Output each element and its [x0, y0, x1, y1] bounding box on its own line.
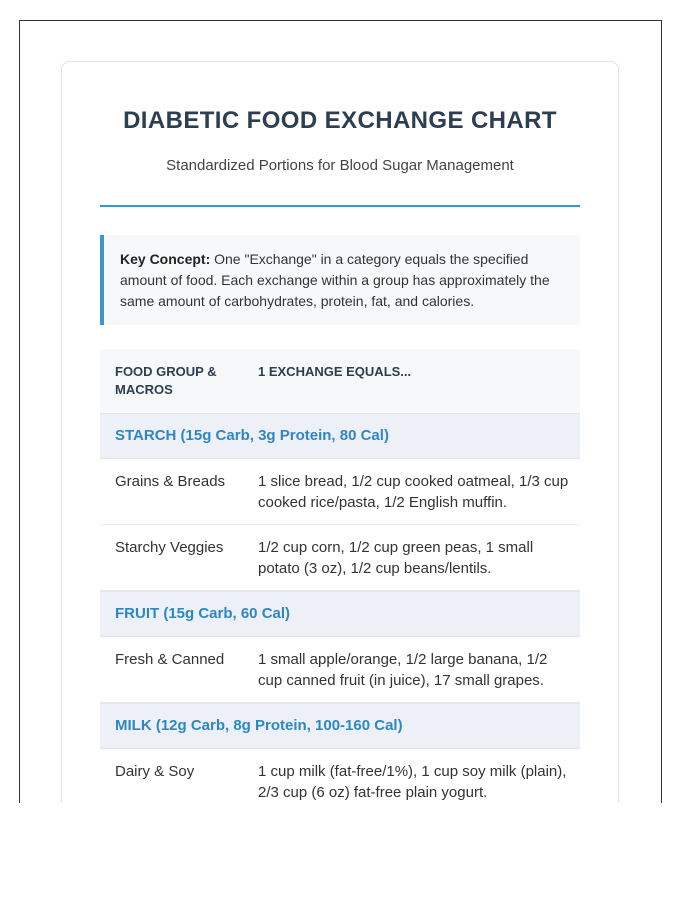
row-label: Grains & Breads: [115, 473, 226, 490]
table-header-row: FOOD GROUP & MACROS 1 EXCHANGE EQUALS...: [100, 349, 580, 413]
key-concept-label: Key Concept:: [120, 251, 211, 267]
key-concept-text: One "Exchange" in a category equals the …: [120, 251, 550, 309]
row-label: Fresh & Canned: [115, 651, 225, 668]
key-concept-callout: Key Concept: One "Exchange" in a categor…: [100, 235, 580, 325]
row-label: Starchy Veggies: [115, 539, 224, 556]
table-row-fresh-canned: Fresh & Canned 1 small apple/orange, 1/2…: [100, 637, 580, 703]
table-row-starchy-veggies: Starchy Veggies 1/2 cup corn, 1/2 cup gr…: [100, 525, 580, 591]
exchange-chart-card: DIABETIC FOOD EXCHANGE CHART Standardize…: [61, 61, 619, 803]
exchange-table: FOOD GROUP & MACROS 1 EXCHANGE EQUALS...…: [100, 349, 580, 803]
section-header-fruit: FRUIT (15g Carb, 60 Cal): [100, 591, 580, 637]
row-description: 1 cup milk (fat-free/1%), 1 cup soy milk…: [258, 763, 567, 801]
row-description: 1 slice bread, 1/2 cup cooked oatmeal, 1…: [258, 473, 569, 511]
row-label: Dairy & Soy: [115, 763, 195, 780]
page-title: DIABETIC FOOD EXCHANGE CHART: [123, 107, 557, 134]
page-frame: DIABETIC FOOD EXCHANGE CHART Standardize…: [19, 20, 662, 803]
section-header-milk: MILK (12g Carb, 8g Protein, 100-160 Cal): [100, 703, 580, 749]
accent-divider: [100, 205, 580, 207]
table-header-exchange-equals: 1 EXCHANGE EQUALS...: [258, 364, 412, 379]
row-description: 1 small apple/orange, 1/2 large banana, …: [258, 651, 548, 689]
table-row-dairy-soy: Dairy & Soy 1 cup milk (fat-free/1%), 1 …: [100, 749, 580, 803]
page-subtitle: Standardized Portions for Blood Sugar Ma…: [166, 157, 514, 174]
table-row-grains-breads: Grains & Breads 1 slice bread, 1/2 cup c…: [100, 459, 580, 525]
row-description: 1/2 cup corn, 1/2 cup green peas, 1 smal…: [258, 539, 534, 577]
section-header-starch: STARCH (15g Carb, 3g Protein, 80 Cal): [100, 413, 580, 459]
table-header-food-group: FOOD GROUP & MACROS: [115, 364, 217, 397]
